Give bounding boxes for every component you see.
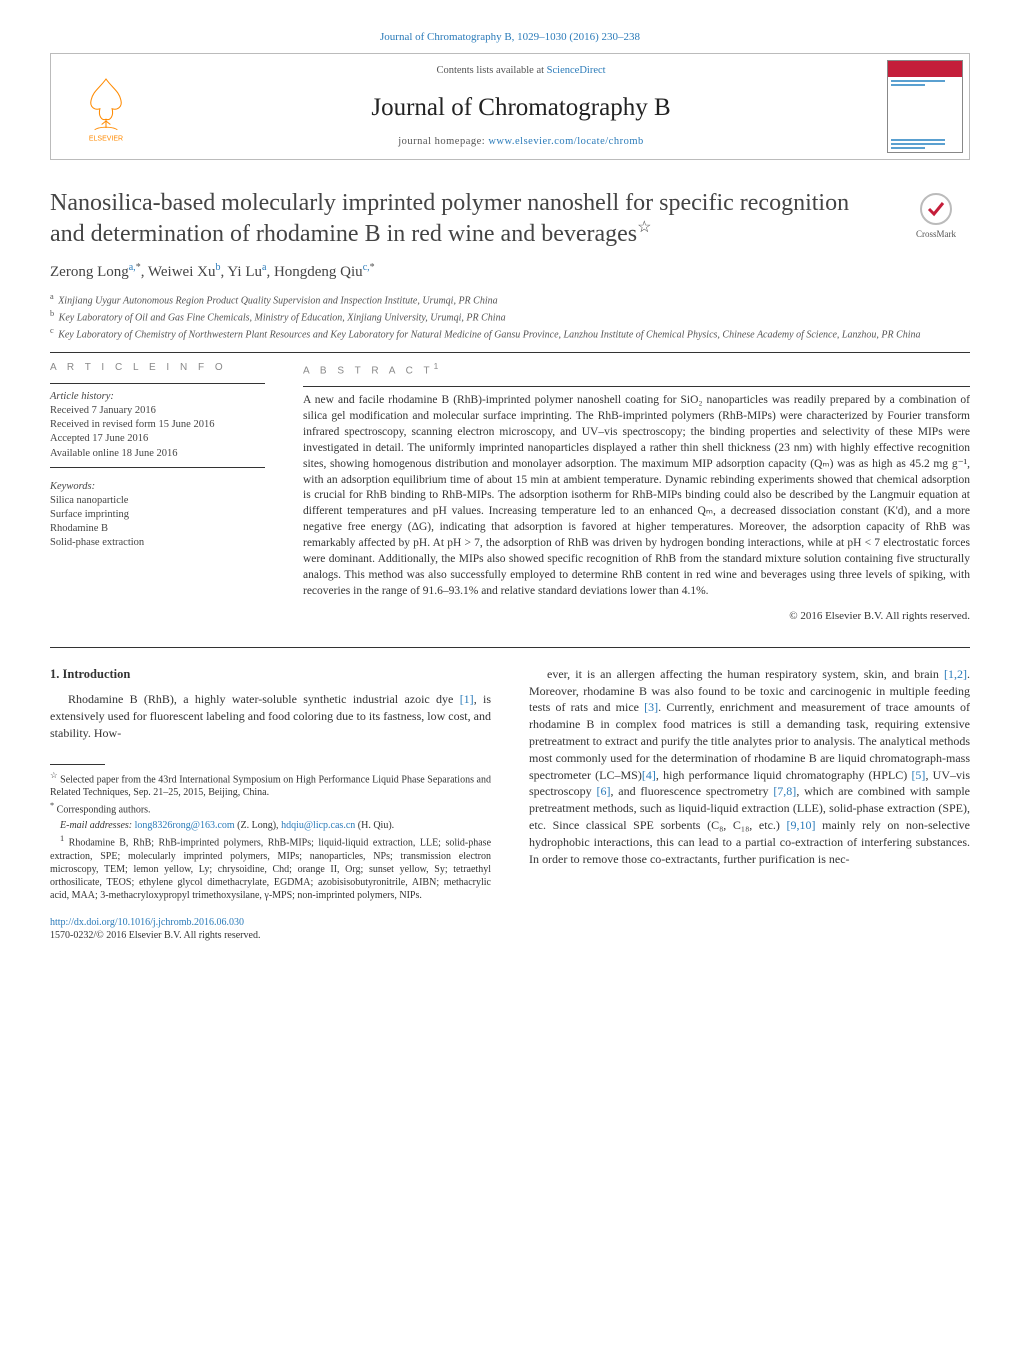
abstract-text: A new and facile rhodamine B (RhB)-impri… (303, 393, 970, 599)
authors: Zerong Longa,*, Weiwei Xub, Yi Lua, Hong… (50, 261, 970, 283)
doi-block: http://dx.doi.org/10.1016/j.jchromb.2016… (50, 916, 491, 942)
article-title: Nanosilica-based molecularly imprinted p… (50, 188, 882, 249)
crossmark-badge[interactable]: CrossMark (902, 188, 970, 241)
intro-paragraph-1: Rhodamine B (RhB), a highly water-solubl… (50, 691, 491, 741)
email-link-2[interactable]: hdqiu@licp.cas.cn (281, 820, 355, 831)
homepage-link[interactable]: www.elsevier.com/locate/chromb (488, 136, 643, 147)
journal-citation: Journal of Chromatography B, 1029–1030 (… (50, 30, 970, 45)
elsevier-tree-icon: ELSEVIER (71, 72, 141, 142)
crossmark-icon (919, 192, 953, 226)
journal-homepage: journal homepage: www.elsevier.com/locat… (398, 135, 644, 150)
title-footnote-marker: ☆ (637, 219, 651, 236)
email-link-1[interactable]: long8326rong@163.com (135, 820, 235, 831)
contents-available: Contents lists available at ScienceDirec… (436, 64, 605, 79)
journal-name: Journal of Chromatography B (371, 90, 670, 125)
article-history: Article history: Received 7 January 2016… (50, 390, 265, 461)
keywords: Keywords: Silica nanoparticleSurface imp… (50, 480, 265, 551)
article-info-heading: a r t i c l e i n f o (50, 361, 265, 375)
abstract-copyright: © 2016 Elsevier B.V. All rights reserved… (303, 609, 970, 624)
journal-cover-thumbnail (881, 54, 969, 159)
section-1-heading: 1. Introduction (50, 666, 491, 684)
publisher-name: ELSEVIER (89, 135, 123, 142)
abstract-heading: a b s t r a c t1 (303, 361, 970, 378)
publisher-logo: ELSEVIER (51, 54, 161, 159)
sciencedirect-link[interactable]: ScienceDirect (547, 65, 606, 76)
doi-link[interactable]: http://dx.doi.org/10.1016/j.jchromb.2016… (50, 917, 244, 928)
journal-header: ELSEVIER Contents lists available at Sci… (50, 53, 970, 160)
article-body: 1. Introduction Rhodamine B (RhB), a hig… (50, 666, 970, 943)
intro-paragraph-2: ever, it is an allergen affecting the hu… (529, 666, 970, 868)
footnotes: ☆ Selected paper from the 43rd Internati… (50, 771, 491, 903)
affiliations: a Xinjiang Uygur Autonomous Region Produ… (50, 291, 970, 341)
